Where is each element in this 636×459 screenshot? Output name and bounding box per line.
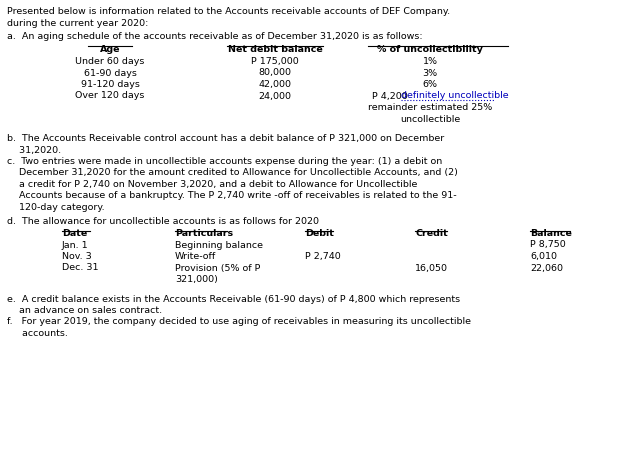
Text: Accounts because of a bankruptcy. The P 2,740 write -off of receivables is relat: Accounts because of a bankruptcy. The P … — [7, 191, 457, 201]
Text: Credit: Credit — [415, 229, 448, 238]
Text: Net debit balance: Net debit balance — [228, 45, 322, 54]
Text: 24,000: 24,000 — [258, 91, 291, 101]
Text: Beginning balance: Beginning balance — [175, 241, 263, 250]
Text: 321,000): 321,000) — [175, 275, 218, 284]
Text: P 8,750: P 8,750 — [530, 241, 566, 250]
Text: P 175,000: P 175,000 — [251, 57, 299, 66]
Text: uncollectible: uncollectible — [400, 114, 460, 123]
Text: b.  The Accounts Receivable control account has a debit balance of P 321,000 on : b. The Accounts Receivable control accou… — [7, 134, 445, 143]
Text: Age: Age — [100, 45, 120, 54]
Text: f.   For year 2019, the company decided to use aging of receivables in measuring: f. For year 2019, the company decided to… — [7, 318, 471, 326]
Text: Date: Date — [62, 229, 87, 238]
Text: 22,060: 22,060 — [530, 263, 563, 273]
Text: December 31,2020 for the amount credited to Allowance for Uncollectible Accounts: December 31,2020 for the amount credited… — [7, 168, 458, 178]
Text: remainder estimated 25%: remainder estimated 25% — [368, 103, 492, 112]
Text: e.  A credit balance exists in the Accounts Receivable (61-90 days) of P 4,800 w: e. A credit balance exists in the Accoun… — [7, 295, 460, 303]
Text: a.  An aging schedule of the accounts receivable as of December 31,2020 is as fo: a. An aging schedule of the accounts rec… — [7, 32, 423, 41]
Text: definitely uncollectible: definitely uncollectible — [401, 91, 509, 101]
Text: Over 120 days: Over 120 days — [75, 91, 144, 101]
Text: Write-off: Write-off — [175, 252, 216, 261]
Text: P 4,200: P 4,200 — [372, 91, 411, 101]
Text: 6%: 6% — [422, 80, 438, 89]
Text: an advance on sales contract.: an advance on sales contract. — [7, 306, 162, 315]
Text: Nov. 3: Nov. 3 — [62, 252, 92, 261]
Text: 61-90 days: 61-90 days — [83, 68, 137, 78]
Text: 31,2020.: 31,2020. — [7, 146, 61, 155]
Text: d.  The allowance for uncollectible accounts is as follows for 2020: d. The allowance for uncollectible accou… — [7, 217, 319, 225]
Text: Dec. 31: Dec. 31 — [62, 263, 99, 273]
Text: P 2,740: P 2,740 — [305, 252, 341, 261]
Text: a credit for P 2,740 on November 3,2020, and a debit to Allowance for Uncollecti: a credit for P 2,740 on November 3,2020,… — [7, 180, 417, 189]
Text: 42,000: 42,000 — [258, 80, 291, 89]
Text: during the current year 2020:: during the current year 2020: — [7, 18, 148, 28]
Text: 3%: 3% — [422, 68, 438, 78]
Text: 6,010: 6,010 — [530, 252, 557, 261]
Text: 1%: 1% — [422, 57, 438, 66]
Text: Particulars: Particulars — [175, 229, 233, 238]
Text: 91-120 days: 91-120 days — [81, 80, 139, 89]
Text: 16,050: 16,050 — [415, 263, 448, 273]
Text: 120-day category.: 120-day category. — [7, 203, 105, 212]
Text: Under 60 days: Under 60 days — [75, 57, 144, 66]
Text: Presented below is information related to the Accounts receivable accounts of DE: Presented below is information related t… — [7, 7, 450, 16]
Text: 80,000: 80,000 — [258, 68, 291, 78]
Text: accounts.: accounts. — [7, 329, 68, 338]
Text: Debit: Debit — [305, 229, 334, 238]
Text: Jan. 1: Jan. 1 — [62, 241, 88, 250]
Text: % of uncollectibility: % of uncollectibility — [377, 45, 483, 54]
Text: Provision (5% of P: Provision (5% of P — [175, 263, 260, 273]
Text: Balance: Balance — [530, 229, 572, 238]
Text: c.  Two entries were made in uncollectible accounts expense during the year: (1): c. Two entries were made in uncollectibl… — [7, 157, 442, 166]
